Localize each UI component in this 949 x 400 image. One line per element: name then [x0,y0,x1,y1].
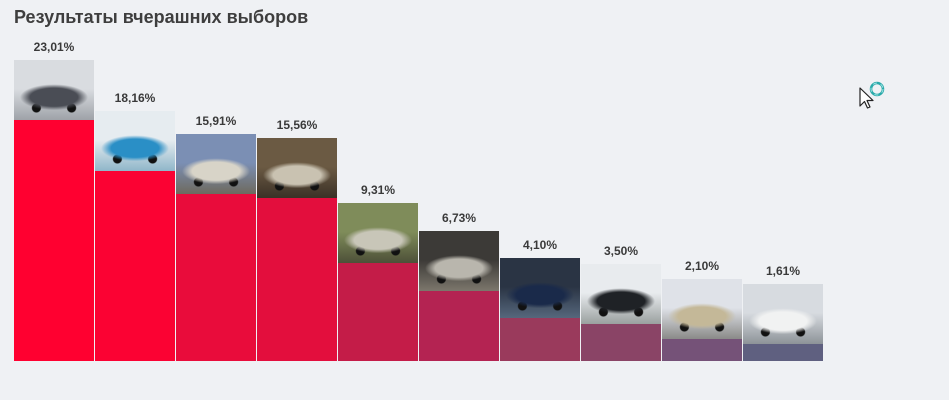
value-label-5: 9,31% [360,183,396,197]
bar-9 [662,339,742,361]
off-road-vehicle-photo [257,138,337,198]
black-sedan-photo [14,60,94,120]
value-label-4: 15,56% [276,118,318,132]
blue-suv-in-water-photo [95,111,175,171]
bar-8 [581,324,661,361]
bar-2 [95,171,175,361]
bar-6 [419,291,499,361]
value-label-9: 2,10% [684,259,720,273]
bar-5 [338,263,418,361]
black-suv-photo [581,264,661,324]
value-label-1: 23,01% [33,40,75,54]
value-label-7: 4,10% [522,238,558,252]
value-label-2: 18,16% [114,91,156,105]
dark-sedan-photo [500,258,580,318]
busy-arrow-cursor-icon [859,81,885,109]
value-label-6: 6,73% [441,211,477,225]
bar-10 [743,344,823,361]
silver-sedan-photo [176,134,256,194]
value-label-10: 1,61% [765,264,801,278]
value-label-8: 3,50% [603,244,639,258]
bar-3 [176,194,256,361]
white-suv-photo [743,284,823,344]
chart-title: Результаты вчерашних выборов [14,7,309,27]
bar-7 [500,318,580,361]
tuned-car-front-photo [419,231,499,291]
bar-4 [257,198,337,361]
silver-hatchback-photo [662,279,742,339]
bar-1 [14,120,94,361]
silver-sports-car-photo [338,203,418,263]
value-label-3: 15,91% [195,114,237,128]
